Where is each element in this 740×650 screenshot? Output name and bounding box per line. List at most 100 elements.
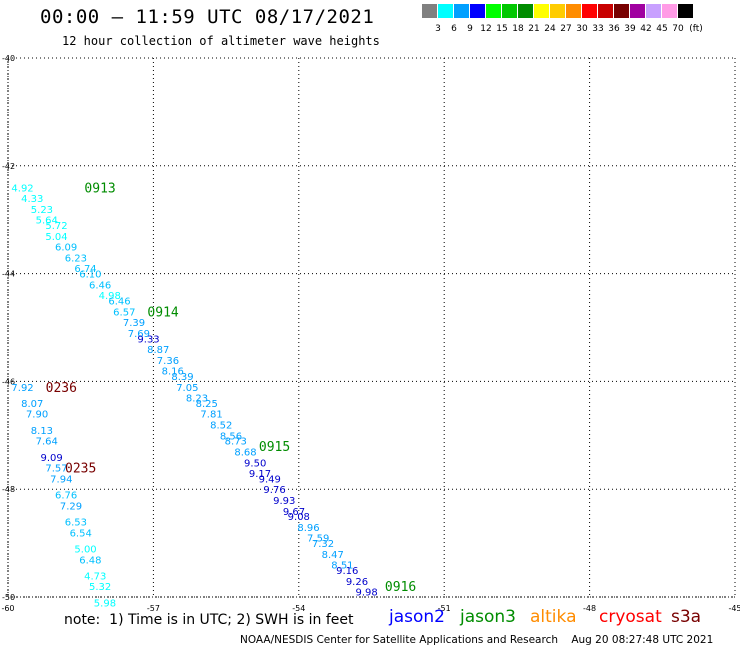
page-subtitle: 12 hour collection of altimeter wave hei… <box>62 34 380 48</box>
wave-height-value: 7.39 <box>123 318 145 329</box>
colorbar-label: 36 <box>608 24 620 34</box>
satellite-legend-s3a: s3a <box>671 607 702 627</box>
wave-height-value: 9.93 <box>273 496 295 507</box>
wave-height-value: 4.92 <box>11 183 33 194</box>
colorbar-label: 3 <box>435 24 441 34</box>
wave-height-value: 7.36 <box>157 356 179 367</box>
wave-height-value: 8.52 <box>210 421 232 432</box>
lon-tick-label: -57 <box>147 604 160 613</box>
colorbar-swatch <box>422 4 438 18</box>
colorbar-label: 9 <box>467 24 473 34</box>
colorbar-unit: (ft) <box>689 24 703 34</box>
colorbar-label: 33 <box>592 24 604 34</box>
wave-height-value: 4.98 <box>99 291 121 302</box>
lon-tick-label: -54 <box>292 604 305 613</box>
wave-height-value: 5.00 <box>74 544 96 555</box>
wave-height-value: 8.47 <box>322 550 344 561</box>
colorbar-swatch <box>678 4 694 18</box>
lat-tick-label: -42 <box>2 162 15 171</box>
wave-height-value: 6.76 <box>55 491 77 502</box>
colorbar-swatch <box>438 4 454 18</box>
colorbar-swatch <box>470 4 486 18</box>
page-title: 00:00 — 11:59 UTC 08/17/2021 <box>40 6 375 28</box>
wave-height-value: 7.29 <box>60 501 82 512</box>
wave-height-value: 9.50 <box>244 458 266 469</box>
satellite-legend-altika: altika <box>530 607 577 627</box>
wave-height-value: 9.17 <box>249 469 271 480</box>
wave-height-value: 7.32 <box>312 539 334 550</box>
colorbar-label: 15 <box>496 24 508 34</box>
pass-time-label: 0914 <box>147 305 178 320</box>
colorbar-label: 24 <box>544 24 556 34</box>
credit-line: NOAA/NESDIS Center for Satellite Applica… <box>240 634 714 646</box>
wave-height-value: 5.23 <box>31 205 53 216</box>
wave-height-value: 9.49 <box>259 474 281 485</box>
wave-height-value: 6.54 <box>70 528 92 539</box>
wave-height-value: 9.16 <box>336 566 358 577</box>
pass-time-label: 0916 <box>385 580 416 595</box>
colorbar-swatch <box>614 4 630 18</box>
colorbar-swatch <box>630 4 646 18</box>
wave-height-value: 4.73 <box>84 571 106 582</box>
colorbar-label: 18 <box>512 24 524 34</box>
wave-height-value: 6.09 <box>55 243 77 254</box>
wave-height-value: 7.69 <box>128 329 150 340</box>
colorbar-swatch <box>550 4 566 18</box>
wave-height-value: 9.09 <box>40 453 62 464</box>
lon-tick-label: -48 <box>583 604 596 613</box>
pass-time-label: 0913 <box>84 181 115 196</box>
lon-tick-label: -60 <box>1 604 14 613</box>
wave-height-value: 6.10 <box>79 270 101 281</box>
colorbar-label: 12 <box>480 24 492 34</box>
wave-height-value: 8.56 <box>220 431 242 442</box>
colorbar-label: 42 <box>640 24 652 34</box>
wave-height-value: 6.53 <box>65 518 87 529</box>
wave-height-value: 7.05 <box>176 383 198 394</box>
wave-height-value: 7.57 <box>45 464 67 475</box>
colorbar-label: 39 <box>624 24 636 34</box>
lon-tick-label: -51 <box>438 604 451 613</box>
lat-tick-label: -46 <box>2 377 15 386</box>
wave-height-value: 8.51 <box>331 561 353 572</box>
wave-height-value: 8.39 <box>171 372 193 383</box>
lon-tick-label: -45 <box>728 604 740 613</box>
colorbar-swatch <box>582 4 598 18</box>
wave-height-value: 7.90 <box>26 410 48 421</box>
colorbar-swatch <box>534 4 550 18</box>
colorbar-label: 27 <box>560 24 572 34</box>
colorbar-swatch <box>454 4 470 18</box>
wave-height-value: 6.46 <box>89 280 111 291</box>
wave-height-value: 7.92 <box>11 383 33 394</box>
colorbar-swatch <box>486 4 502 18</box>
colorbar-label: 45 <box>656 24 668 34</box>
lat-tick-label: -48 <box>2 485 15 494</box>
colorbar-label: 21 <box>528 24 540 34</box>
wave-height-value: 8.96 <box>297 523 319 534</box>
wave-height-value: 7.94 <box>50 474 72 485</box>
pass-time-label: 0236 <box>46 381 77 396</box>
colorbar-swatch <box>502 4 518 18</box>
wave-height-value: 5.32 <box>89 582 111 593</box>
pass-time-label: 0915 <box>259 440 290 455</box>
wave-height-value: 9.98 <box>356 588 378 599</box>
colorbar-label: 6 <box>451 24 457 34</box>
colorbar-swatch <box>662 4 678 18</box>
wave-height-value: 6.46 <box>108 297 130 308</box>
wave-height-value: 6.57 <box>113 307 135 318</box>
wave-height-value: 9.26 <box>346 577 368 588</box>
wave-height-value: 8.87 <box>147 345 169 356</box>
wave-height-value: 5.04 <box>45 232 67 243</box>
wave-height-value: 8.07 <box>21 399 43 410</box>
wave-height-value: 5.72 <box>45 221 67 232</box>
colorbar-swatch <box>598 4 614 18</box>
lat-tick-label: -40 <box>2 54 15 63</box>
lat-tick-label: -50 <box>2 593 15 602</box>
footer-note: note: 1) Time is in UTC; 2) SWH is in fe… <box>64 612 354 628</box>
wave-height-value: 8.68 <box>234 447 256 458</box>
lat-tick-label: -44 <box>2 270 15 279</box>
wave-height-value: 4.33 <box>21 194 43 205</box>
colorbar-swatch <box>646 4 662 18</box>
wave-height-value: 9.33 <box>137 334 159 345</box>
wave-height-value: 8.13 <box>31 426 53 437</box>
